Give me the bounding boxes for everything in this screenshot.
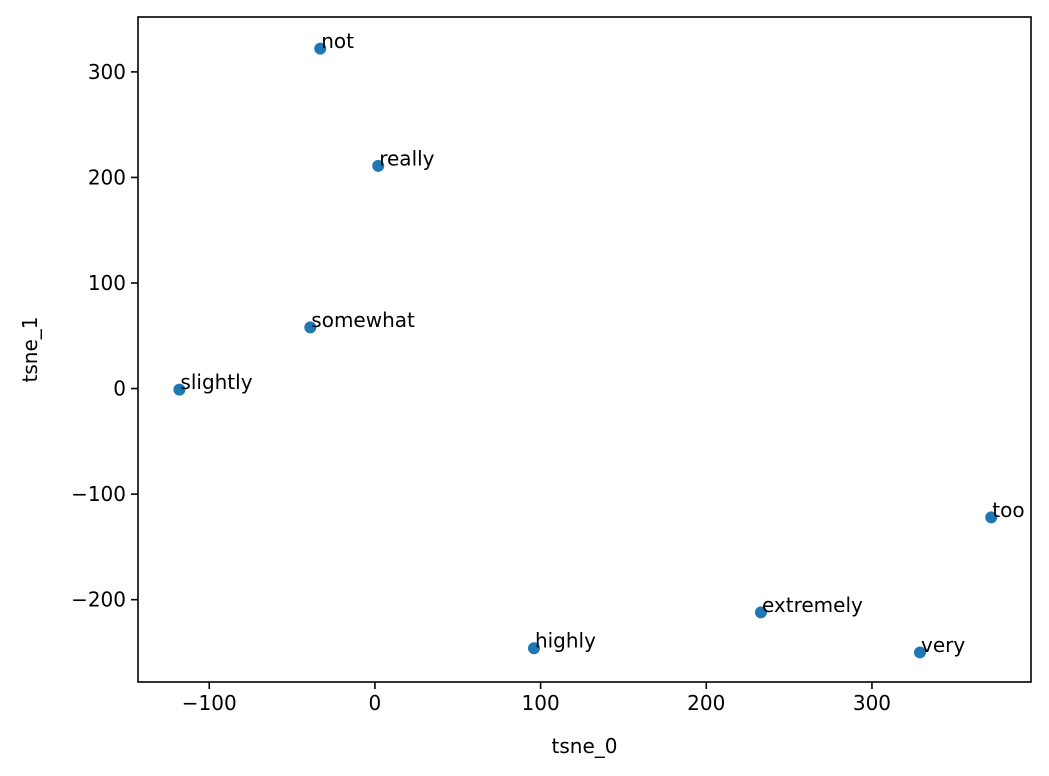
y-tick-label: 0 bbox=[113, 377, 126, 401]
plot-area bbox=[137, 16, 1032, 683]
y-tick-label: 200 bbox=[88, 165, 126, 189]
x-axis-ticks: −100 0 100 200 300 bbox=[182, 682, 891, 715]
x-tick-label: 200 bbox=[687, 691, 725, 715]
y-axis-ticks: −200 −100 0 100 200 300 bbox=[71, 60, 138, 612]
y-tick-label: −100 bbox=[71, 482, 126, 506]
y-tick-label: 300 bbox=[88, 60, 126, 84]
data-point-very bbox=[913, 646, 926, 659]
data-point-slightly bbox=[173, 383, 186, 396]
data-point-highly bbox=[527, 642, 540, 655]
data-point-not bbox=[314, 42, 327, 55]
data-points: not really somewhat slightly too extremely hig… bbox=[173, 29, 1025, 659]
point-label-too: too bbox=[992, 498, 1024, 522]
x-tick-label: 100 bbox=[522, 691, 560, 715]
point-label-very: very bbox=[921, 633, 965, 657]
y-tick-label: −200 bbox=[71, 588, 126, 612]
data-point-extremely bbox=[754, 606, 767, 619]
point-label-really: really bbox=[379, 146, 434, 170]
data-point-somewhat bbox=[304, 321, 317, 334]
x-tick-label: 300 bbox=[853, 691, 891, 715]
point-label-slightly: slightly bbox=[180, 370, 252, 394]
data-point-too bbox=[985, 511, 998, 524]
point-label-somewhat: somewhat bbox=[311, 308, 415, 332]
point-label-not: not bbox=[321, 29, 354, 53]
x-axis-label: tsne_0 bbox=[552, 734, 618, 758]
x-tick-label: −100 bbox=[182, 691, 237, 715]
y-tick-label: 100 bbox=[88, 271, 126, 295]
x-tick-label: 0 bbox=[369, 691, 382, 715]
point-label-highly: highly bbox=[535, 629, 596, 653]
point-label-extremely: extremely bbox=[762, 593, 863, 617]
y-axis-label: tsne_1 bbox=[18, 317, 42, 383]
data-point-really bbox=[372, 159, 385, 172]
